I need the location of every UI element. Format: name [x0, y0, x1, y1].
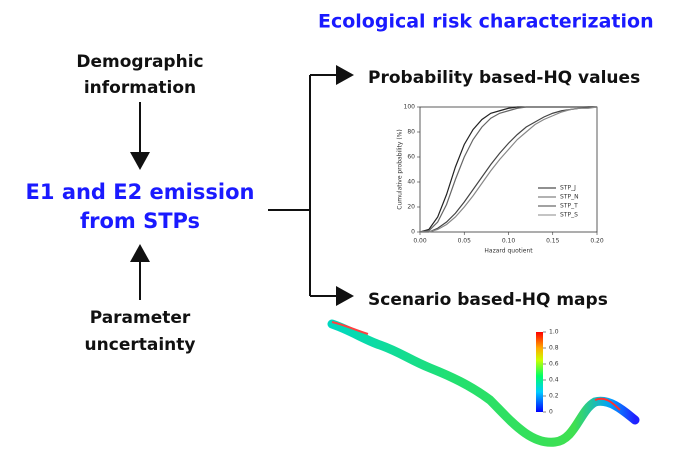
colorbar-label: 0.2 — [549, 393, 559, 400]
legend-label: STP_J — [560, 185, 576, 192]
center-label: E1 and E2 emission — [26, 180, 255, 204]
y-tick-label: 80 — [407, 129, 415, 136]
hq-map — [327, 319, 640, 447]
river — [327, 319, 640, 447]
colorbar — [536, 332, 543, 412]
legend-label: STP_N — [560, 194, 579, 201]
input-label: Demographic — [76, 52, 203, 72]
y-axis-label: Cumulative probability (%) — [397, 129, 404, 209]
output-label: Probability based-HQ values — [368, 68, 640, 88]
x-axis-label: Hazard quotient — [484, 248, 533, 255]
legend-label: STP_S — [560, 212, 578, 219]
x-tick-label: 0.20 — [590, 238, 604, 245]
colorbar-label: 0.6 — [549, 361, 559, 368]
colorbar-label: 0.8 — [549, 345, 559, 352]
y-tick-label: 0 — [411, 229, 415, 236]
series-line — [419, 106, 597, 233]
connector — [268, 75, 311, 296]
y-tick-label: 20 — [407, 204, 415, 211]
output-label: Scenario based-HQ maps — [368, 290, 608, 310]
colorbar-label: 0.4 — [549, 377, 559, 384]
y-tick-label: 40 — [407, 179, 415, 186]
main-title: Ecological risk characterization — [318, 11, 654, 33]
river-edge — [594, 397, 621, 411]
input-label: uncertainty — [85, 335, 196, 355]
x-tick-label: 0.05 — [458, 238, 472, 245]
y-tick-label: 60 — [407, 154, 415, 161]
x-tick-label: 0.00 — [413, 238, 427, 245]
center-label: from STPs — [80, 209, 200, 233]
river-edge — [331, 321, 369, 335]
input-label: Parameter — [90, 308, 191, 328]
series-line — [420, 106, 598, 233]
colorbar-label: 1.0 — [549, 329, 559, 336]
x-tick-label: 0.10 — [502, 238, 516, 245]
input-label: information — [84, 78, 196, 98]
x-tick-label: 0.15 — [546, 238, 560, 245]
colorbar-label: 0 — [549, 409, 553, 416]
legend-label: STP_T — [560, 203, 578, 210]
y-tick-label: 100 — [404, 104, 416, 111]
